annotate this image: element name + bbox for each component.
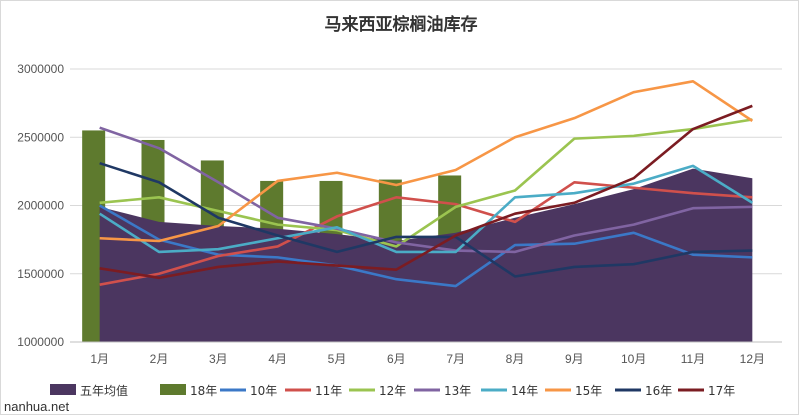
- legend-label: 13年: [444, 384, 471, 398]
- y-tick-label: 3000000: [17, 62, 64, 76]
- x-tick-label: 3月: [209, 352, 228, 366]
- legend-label: 14年: [511, 384, 538, 398]
- x-tick-label: 1月: [90, 352, 109, 366]
- year-lines: [98, 79, 754, 288]
- line-13年: [99, 126, 753, 254]
- legend-label: 12年: [379, 384, 406, 398]
- five-year-average-area: [99, 168, 753, 342]
- x-tick-label: 8月: [506, 352, 525, 366]
- x-axis: 1月 2月 3月 4月 5月 6月 7月 8月 9月 10月 11月 12月: [70, 341, 782, 366]
- line-15年: [99, 79, 754, 243]
- y-tick-label: 1000000: [17, 335, 64, 349]
- watermark: nanhua.net: [4, 399, 70, 414]
- bar-18-1: [82, 130, 106, 342]
- y-tick-label: 2000000: [17, 199, 64, 213]
- legend-label: 10年: [250, 384, 277, 398]
- legend: 五年均值 18年 10年 11年 12年 13年 14年 15年 16年 17年: [50, 383, 735, 398]
- x-tick-label: 6月: [387, 352, 406, 366]
- line-12年: [99, 118, 753, 248]
- legend-swatch-五年均值: [50, 384, 76, 395]
- x-tick-label: 10月: [621, 352, 646, 366]
- legend-label: 17年: [708, 384, 735, 398]
- line-10年: [99, 204, 753, 288]
- legend-label: 18年: [190, 384, 217, 398]
- chart-title: 马来西亚棕榈油库存: [325, 14, 478, 35]
- y-axis: 1000000 1500000 2000000 2500000 3000000: [17, 62, 64, 349]
- line-17年: [99, 104, 753, 280]
- x-tick-label: 2月: [150, 352, 169, 366]
- x-tick-label: 11月: [681, 352, 705, 366]
- y-tick-label: 2500000: [17, 130, 64, 144]
- x-tick-label: 9月: [565, 352, 584, 366]
- legend-label: 15年: [575, 384, 602, 398]
- y-tick-label: 1500000: [17, 267, 64, 281]
- legend-swatch-18年: [160, 384, 186, 395]
- x-tick-label: 5月: [328, 352, 347, 366]
- legend-label: 五年均值: [80, 383, 128, 398]
- five-year-average-area-fill: [99, 168, 753, 342]
- x-tick-label: 7月: [446, 352, 465, 366]
- legend-label: 16年: [645, 384, 672, 398]
- line-16年: [99, 161, 753, 278]
- legend-label: 11年: [315, 384, 342, 398]
- x-tick-label: 12月: [740, 352, 765, 366]
- x-tick-label: 4月: [268, 352, 287, 366]
- line-11年: [99, 180, 753, 286]
